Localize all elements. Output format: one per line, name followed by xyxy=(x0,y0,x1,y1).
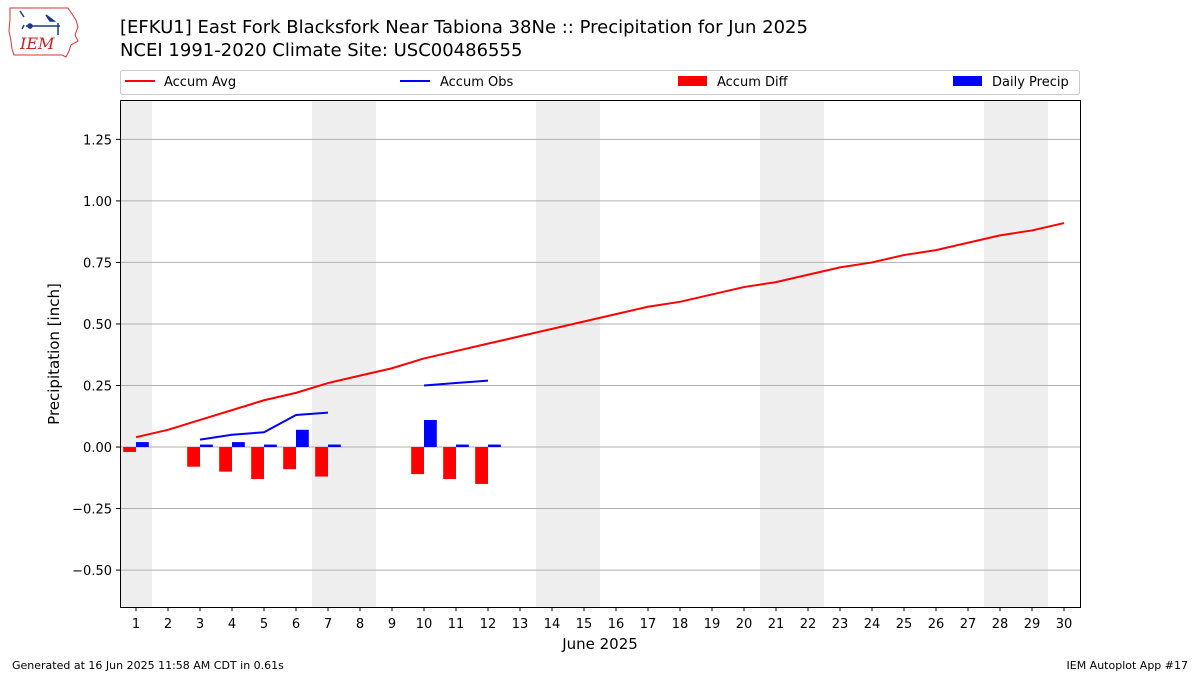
accum-obs-line-segment-1 xyxy=(423,379,489,387)
iem-logo: IEM xyxy=(8,7,79,58)
x-tick-label-5: 5 xyxy=(260,617,268,632)
legend-label-daily-precip: Daily Precip xyxy=(992,75,1069,90)
x-tick-label-21: 21 xyxy=(768,617,785,632)
line-series xyxy=(135,222,1065,441)
x-tick-label-28: 28 xyxy=(992,617,1009,632)
x-tick-label-19: 19 xyxy=(704,617,721,632)
x-tick-label-1: 1 xyxy=(132,617,140,632)
accum-obs-line-segment-0 xyxy=(199,411,329,441)
accum-diff-bar-day-7 xyxy=(315,447,328,477)
bar-series xyxy=(123,419,501,484)
legend-label-accum-diff: Accum Diff xyxy=(717,75,789,90)
x-tick-label-29: 29 xyxy=(1024,617,1041,632)
chart-subtitle: NCEI 1991-2020 Climate Site: USC00486555 xyxy=(120,40,523,61)
accum-diff-bar-day-12 xyxy=(475,447,488,484)
x-tick-label-6: 6 xyxy=(292,617,300,632)
legend-box xyxy=(120,70,1080,95)
weekend-band-day-15 xyxy=(568,100,600,607)
weekend-shading xyxy=(120,100,1048,607)
x-tick-label-12: 12 xyxy=(480,617,497,632)
chart-title: [EFKU1] East Fork Blacksfork Near Tabion… xyxy=(120,17,808,38)
weather-station-icon xyxy=(19,10,60,35)
x-tick-label-18: 18 xyxy=(672,617,689,632)
accum-avg-line xyxy=(135,222,1065,439)
legend-label-accum-obs: Accum Obs xyxy=(440,75,513,90)
y-gridlines xyxy=(120,138,1080,571)
iowa-state-outline xyxy=(8,7,79,58)
y-tick-label-6: 1.00 xyxy=(83,195,112,210)
accum-diff-bar-day-11 xyxy=(443,447,456,480)
weekend-band-day-22 xyxy=(792,100,824,607)
x-tick-label-16: 16 xyxy=(608,617,625,632)
x-tick-label-13: 13 xyxy=(512,617,529,632)
y-tick-label-3: 0.25 xyxy=(83,379,112,394)
y-tick-label-2: 0.00 xyxy=(83,441,112,456)
y-axis-label: Precipitation [inch] xyxy=(45,283,63,425)
x-axis-label: June 2025 xyxy=(561,635,638,653)
legend-label-accum-avg: Accum Avg xyxy=(164,75,236,90)
generated-timestamp: Generated at 16 Jun 2025 11:58 AM CDT in… xyxy=(12,659,284,672)
x-tick-label-7: 7 xyxy=(324,617,332,632)
x-tick-label-24: 24 xyxy=(864,617,881,632)
x-tick-label-26: 26 xyxy=(928,617,945,632)
x-tick-label-15: 15 xyxy=(576,617,593,632)
daily-precip-bar-day-1 xyxy=(136,442,149,448)
accum-diff-bar-day-3 xyxy=(187,447,200,467)
weekend-band-day-1 xyxy=(120,100,152,607)
daily-precip-bar-day-4 xyxy=(232,442,245,448)
x-axis-ticks: 1 2 3 4 5 6 7 8 9 10 11 12 13 14 15 16 17 18 19 20 21 22 23 24 2… xyxy=(132,607,1072,632)
daily-precip-bar-day-7 xyxy=(328,444,341,448)
accum-diff-bar-day-10 xyxy=(411,447,424,475)
y-axis-ticks: −0.50 −0.25 0.00 0.25 0.50 0.75 1.00 1.25 xyxy=(72,133,120,579)
accum-diff-bar-day-6 xyxy=(283,447,296,470)
app-credit: IEM Autoplot App #17 xyxy=(1066,659,1189,672)
x-tick-label-17: 17 xyxy=(640,617,657,632)
weekend-band-day-8 xyxy=(344,100,376,607)
weekend-band-day-14 xyxy=(536,100,568,607)
accum-diff-bar-day-4 xyxy=(219,447,232,472)
weekend-band-day-21 xyxy=(760,100,792,607)
x-tick-label-4: 4 xyxy=(228,617,236,632)
y-tick-label-0: −0.50 xyxy=(72,564,112,579)
accum-diff-bar-day-1 xyxy=(123,447,136,452)
daily-precip-bar-day-6 xyxy=(296,429,309,448)
plot-frame xyxy=(120,100,1081,608)
daily-precip-bar-day-10 xyxy=(424,419,437,448)
legend-swatch-accum-diff xyxy=(678,76,707,86)
weekend-band-day-7 xyxy=(312,100,344,607)
y-tick-label-4: 0.50 xyxy=(83,318,112,333)
x-tick-label-30: 30 xyxy=(1056,617,1073,632)
logo-text: IEM xyxy=(19,34,55,53)
y-tick-label-1: −0.25 xyxy=(72,503,112,518)
daily-precip-bar-day-5 xyxy=(264,444,277,448)
legend-swatch-daily-precip xyxy=(953,76,982,86)
daily-precip-bar-day-12 xyxy=(488,444,501,448)
y-tick-label-5: 0.75 xyxy=(83,256,112,271)
x-tick-label-8: 8 xyxy=(356,617,364,632)
x-tick-label-11: 11 xyxy=(448,617,465,632)
weekend-band-day-29 xyxy=(1016,100,1048,607)
x-tick-label-20: 20 xyxy=(736,617,753,632)
y-tick-label-7: 1.25 xyxy=(83,133,112,148)
x-tick-label-23: 23 xyxy=(832,617,849,632)
legend: Accum Avg Accum Obs Accum Diff Daily Pre… xyxy=(120,70,1080,95)
x-tick-label-10: 10 xyxy=(416,617,433,632)
weekend-band-day-28 xyxy=(984,100,1016,607)
accum-diff-bar-day-5 xyxy=(251,447,264,480)
daily-precip-bar-day-11 xyxy=(456,444,469,448)
x-tick-label-25: 25 xyxy=(896,617,913,632)
daily-precip-bar-day-3 xyxy=(200,444,213,448)
x-tick-label-3: 3 xyxy=(196,617,204,632)
x-tick-label-9: 9 xyxy=(388,617,396,632)
x-tick-label-22: 22 xyxy=(800,617,817,632)
x-tick-label-2: 2 xyxy=(164,617,172,632)
x-tick-label-14: 14 xyxy=(544,617,561,632)
x-tick-label-27: 27 xyxy=(960,617,977,632)
